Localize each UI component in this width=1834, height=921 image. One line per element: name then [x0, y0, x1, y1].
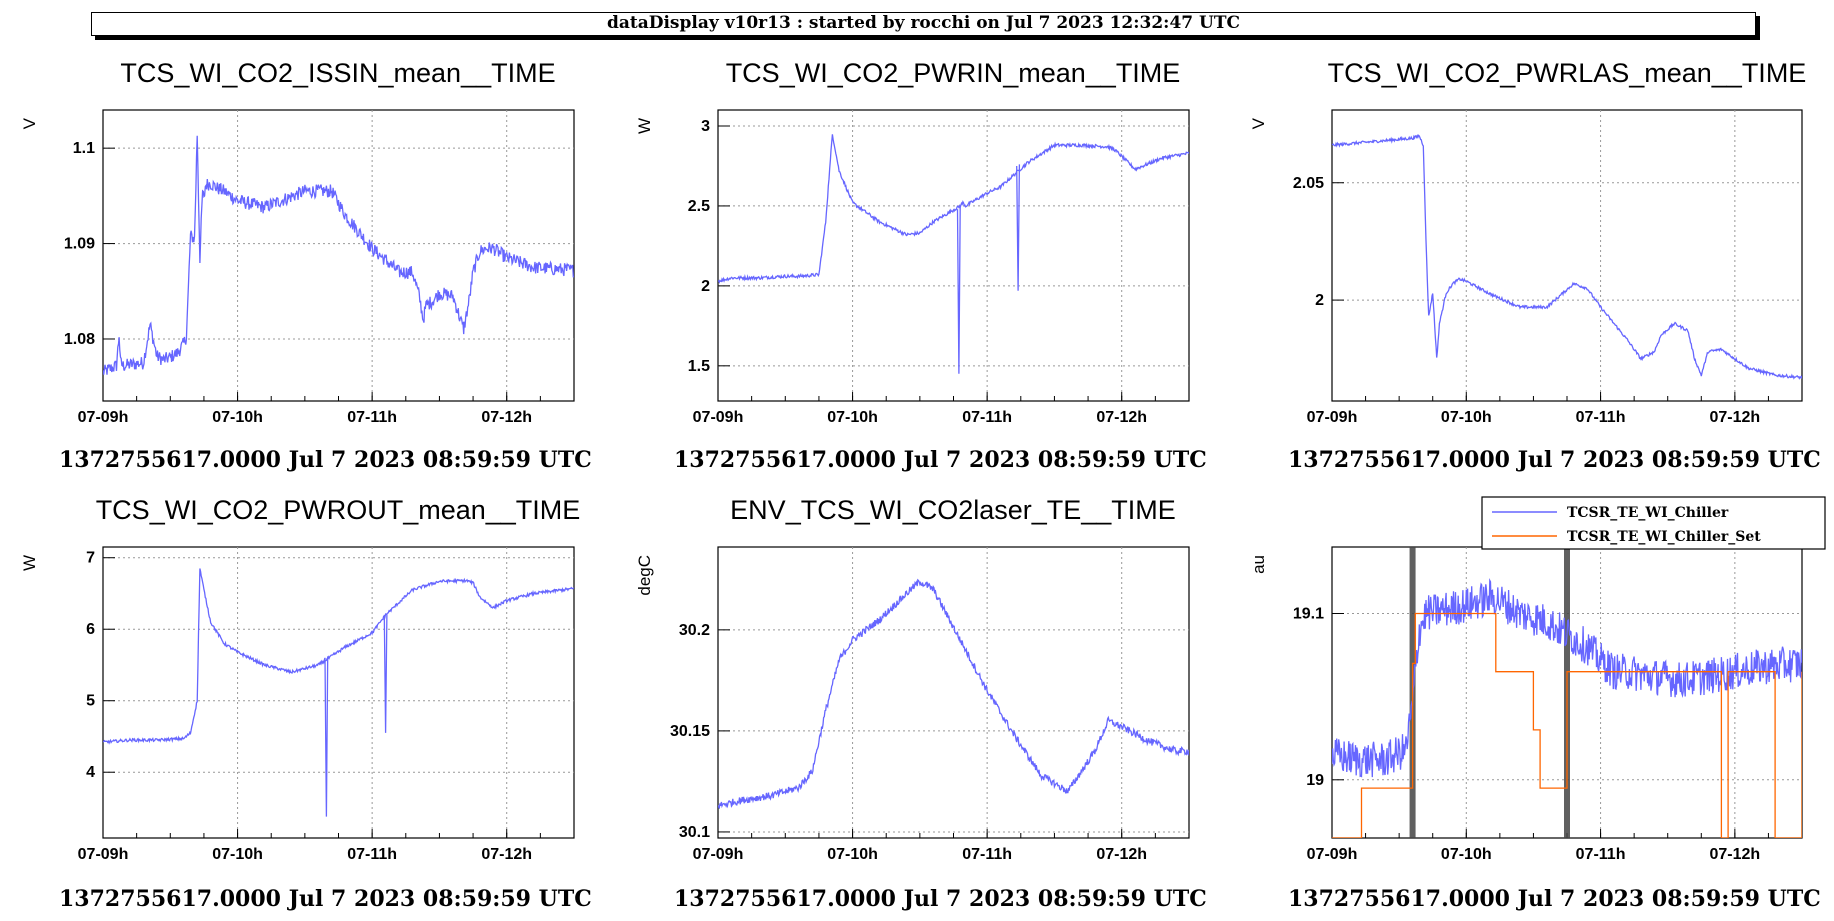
y-tick-label: 1.09	[64, 236, 95, 253]
y-tick-label: 1.5	[688, 358, 710, 375]
x-tick-label: 07-09h	[1307, 409, 1358, 426]
x-tick-label: 07-10h	[827, 409, 878, 426]
series-line	[1016, 164, 1021, 291]
chart-title: TCS_WI_CO2_PWRLAS_mean__TIME	[1328, 58, 1807, 88]
y-tick-label: 1.08	[64, 331, 95, 348]
x-tick-label: 07-11h	[962, 846, 1012, 863]
series-line	[956, 207, 961, 374]
plot-frame	[717, 546, 1190, 839]
y-tick-label: 30.2	[679, 622, 710, 639]
x-tick-label: 07-09h	[693, 846, 744, 863]
x-tick-label: 07-11h	[347, 846, 397, 863]
y-tick-label: 2.05	[1293, 175, 1324, 192]
chart-title: TCS_WI_CO2_PWROUT_mean__TIME	[96, 495, 581, 525]
y-tick-label: 2	[701, 278, 710, 295]
legend-label: TCSR_TE_WI_Chiller_Set	[1567, 529, 1761, 545]
x-tick-label: 07-10h	[1441, 846, 1492, 863]
y-axis-label: V	[20, 117, 39, 129]
y-tick-label: 6	[86, 621, 95, 638]
x-tick-label: 07-10h	[827, 846, 878, 863]
y-tick-label: 30.15	[670, 723, 710, 740]
y-tick-label: 19	[1306, 772, 1324, 789]
series-line	[103, 568, 574, 745]
y-tick-label: 4	[86, 764, 95, 781]
legend-box	[1481, 496, 1826, 550]
x-tick-label: 07-10h	[212, 846, 263, 863]
y-axis-label: V	[1249, 117, 1268, 129]
x-tick-label: 07-09h	[78, 409, 129, 426]
y-tick-label: 5	[86, 693, 95, 710]
x-tick-label: 07-12h	[1710, 846, 1761, 863]
timestamp-label: 1372755617.0000 Jul 7 2023 08:59:59 UTC	[674, 447, 1207, 473]
x-tick-label: 07-11h	[1576, 846, 1626, 863]
series-line	[383, 613, 388, 733]
timestamp-label: 1372755617.0000 Jul 7 2023 08:59:59 UTC	[59, 447, 592, 473]
y-axis-label: W	[20, 555, 39, 571]
plot-frame	[102, 546, 575, 839]
series-line	[1332, 134, 1802, 380]
timestamp-label: 1372755617.0000 Jul 7 2023 08:59:59 UTC	[1288, 886, 1821, 912]
y-tick-label: 3	[701, 118, 710, 135]
series-line-tcsr-te-wi-chiller	[1332, 578, 1802, 778]
y-tick-label: 2.5	[688, 198, 710, 215]
legend-label: TCSR_TE_WI_Chiller	[1567, 505, 1729, 521]
x-tick-label: 07-11h	[962, 409, 1012, 426]
x-tick-label: 07-12h	[1096, 409, 1147, 426]
y-tick-label: 2	[1315, 292, 1324, 309]
y-axis-label: W	[635, 118, 654, 134]
y-tick-label: 7	[86, 550, 95, 567]
window-title: dataDisplay v10r13 : started by rocchi o…	[91, 12, 1756, 36]
timestamp-label: 1372755617.0000 Jul 7 2023 08:59:59 UTC	[674, 886, 1207, 912]
x-tick-label: 07-10h	[1441, 409, 1492, 426]
x-tick-label: 07-12h	[481, 846, 532, 863]
x-tick-label: 07-09h	[1307, 846, 1358, 863]
x-tick-label: 07-09h	[693, 409, 744, 426]
x-tick-label: 07-10h	[212, 409, 263, 426]
x-tick-label: 07-11h	[1576, 409, 1626, 426]
y-tick-label: 1.1	[73, 140, 95, 157]
timestamp-label: 1372755617.0000 Jul 7 2023 08:59:59 UTC	[59, 886, 592, 912]
series-line	[718, 578, 1189, 810]
series-line	[103, 135, 574, 375]
y-tick-label: 19.1	[1293, 606, 1324, 623]
series-line-tcsr-te-wi-chiller-set	[1332, 612, 1802, 838]
series-line	[718, 134, 1189, 284]
y-axis-label: degC	[635, 555, 654, 596]
y-axis-label: au	[1249, 555, 1268, 574]
chart-title: TCS_WI_CO2_ISSIN_mean__TIME	[120, 58, 555, 88]
x-tick-label: 07-11h	[347, 409, 397, 426]
x-tick-label: 07-12h	[1096, 846, 1147, 863]
timestamp-label: 1372755617.0000 Jul 7 2023 08:59:59 UTC	[1288, 447, 1821, 473]
x-tick-label: 07-12h	[481, 409, 532, 426]
x-tick-label: 07-09h	[78, 846, 129, 863]
chart-title: ENV_TCS_WI_CO2laser_TE__TIME	[730, 495, 1176, 525]
chart-title: TCS_WI_CO2_PWRIN_mean__TIME	[726, 58, 1181, 88]
series-line	[324, 656, 329, 817]
y-tick-label: 30.1	[679, 824, 710, 841]
x-tick-label: 07-12h	[1710, 409, 1761, 426]
